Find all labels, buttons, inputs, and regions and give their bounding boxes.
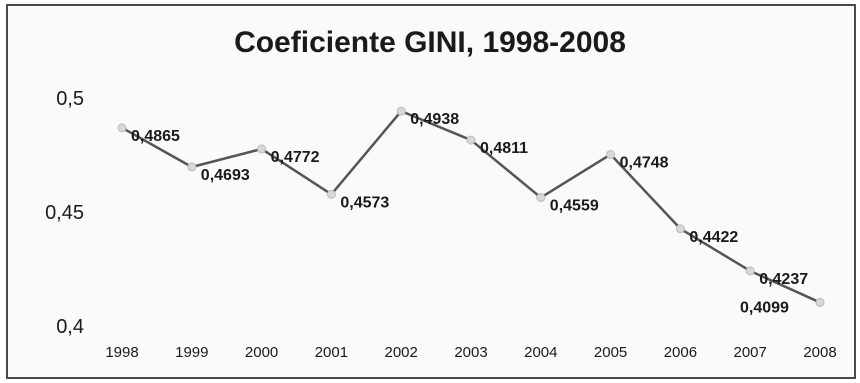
data-label: 0,4865 — [131, 128, 180, 145]
x-tick-label: 1998 — [105, 344, 138, 361]
data-label: 0,4811 — [480, 140, 528, 157]
x-tick-label: 2005 — [594, 344, 627, 361]
data-label: 0,4237 — [759, 271, 808, 288]
chart-title: Coeficiente GINI, 1998-2008 — [234, 26, 626, 59]
y-tick-label: 0,4 — [56, 316, 84, 338]
data-point — [466, 135, 476, 145]
data-label: 0,4772 — [271, 149, 320, 166]
y-tick-label: 0,5 — [56, 88, 84, 110]
data-label: 0,4748 — [620, 154, 669, 171]
data-label: 0,4422 — [689, 229, 738, 246]
x-tick-label: 2006 — [664, 344, 697, 361]
data-point — [187, 162, 197, 172]
x-tick-label: 1999 — [175, 344, 208, 361]
data-point — [257, 144, 267, 154]
data-point — [606, 149, 616, 159]
y-tick-label: 0,45 — [45, 202, 84, 224]
data-point — [396, 106, 406, 116]
x-tick-label: 2000 — [245, 344, 278, 361]
data-label: 0,4559 — [550, 198, 599, 215]
x-tick-label: 2004 — [524, 344, 557, 361]
data-label: 0,4938 — [410, 111, 459, 128]
data-point — [326, 189, 336, 199]
data-point — [117, 123, 127, 133]
x-tick-label: 2007 — [734, 344, 767, 361]
data-point — [815, 297, 825, 307]
data-label: 0,4573 — [340, 194, 389, 211]
data-point — [675, 224, 685, 234]
data-label: 0,4099 — [740, 299, 789, 316]
x-tick-label: 2008 — [803, 344, 836, 361]
data-point — [745, 266, 755, 276]
x-tick-label: 2003 — [454, 344, 487, 361]
data-point — [536, 193, 546, 203]
data-label: 0,4693 — [201, 167, 250, 184]
chart-frame — [6, 4, 856, 379]
x-tick-label: 2002 — [385, 344, 418, 361]
x-tick-label: 2001 — [315, 344, 348, 361]
